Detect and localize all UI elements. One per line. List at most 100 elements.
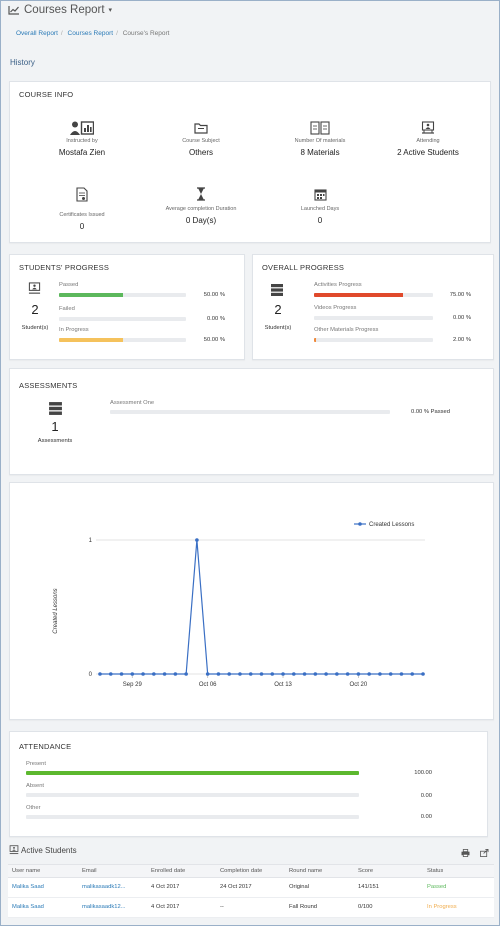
- data-point: [421, 672, 425, 676]
- score: 141/151: [358, 884, 379, 890]
- table-row: Malika Saad malikasaadk12... 4 Oct 2017 …: [8, 898, 494, 918]
- presentation-icon: [28, 282, 41, 294]
- table-header: User name Email Enrolled date Completion…: [8, 864, 494, 878]
- students-icon: [9, 845, 19, 855]
- x-tick-label: Oct 20: [350, 682, 368, 688]
- info-label: Attending: [416, 138, 440, 144]
- breadcrumb-current: Course's Report: [122, 30, 170, 37]
- attendance-value: 0.00: [420, 793, 432, 799]
- breadcrumb-courses-report[interactable]: Courses Report: [67, 30, 114, 37]
- data-point: [216, 672, 221, 676]
- x-tick-label: Oct 06: [199, 682, 217, 688]
- series-line: [100, 539, 423, 675]
- book-icon: [310, 121, 330, 135]
- presentation-icon: [421, 121, 435, 134]
- assessments-card: ASSESSMENTS 1 Assessments Assessment One…: [9, 368, 494, 475]
- data-point: [205, 672, 210, 676]
- column-header[interactable]: Score: [358, 868, 374, 874]
- column-header[interactable]: Status: [427, 868, 444, 874]
- data-point: [227, 672, 231, 676]
- score: 0/100: [358, 904, 373, 910]
- other-bar: [26, 815, 359, 819]
- assessment-progress-bar: [110, 410, 390, 414]
- breadcrumb-overall-report[interactable]: Overall Report: [16, 30, 58, 37]
- data-point: [378, 672, 382, 676]
- attendance-card: ATTENDANCE Present 100.00 Absent 0.00 Ot…: [9, 731, 488, 837]
- legend-marker: [358, 522, 362, 526]
- status-badge: Passed: [427, 884, 447, 890]
- progress-value: 0.00 %: [206, 316, 225, 322]
- info-value: 8 Materials: [300, 148, 340, 157]
- students-count-label: Student(s): [21, 325, 49, 331]
- print-icon[interactable]: [461, 849, 470, 857]
- completion-date: --: [220, 904, 224, 910]
- table-row: Malika Saad malikasaadk12... 4 Oct 2017 …: [8, 878, 494, 898]
- data-point: [259, 672, 264, 676]
- server-icon: [271, 284, 283, 296]
- created-lessons-chart: 0 1 Created Lessons Sep 29 Oct 06 Oct 13 Oct 2…: [53, 522, 425, 688]
- active-students-title: Active Students: [21, 846, 77, 855]
- data-point: [356, 672, 361, 676]
- column-header[interactable]: User name: [12, 868, 41, 874]
- export-icon[interactable]: [480, 849, 489, 857]
- progress-value: 75.00 %: [449, 292, 471, 298]
- data-point: [335, 672, 339, 676]
- progress-fill: [26, 771, 359, 775]
- attendance-value: 0.00: [420, 814, 432, 820]
- data-point: [399, 672, 404, 676]
- user-name-link[interactable]: Malika Saad: [12, 904, 44, 910]
- line-chart-icon: [8, 6, 19, 15]
- round-name: Original: [289, 884, 309, 890]
- user-name-link[interactable]: Malika Saad: [12, 884, 44, 890]
- legend-label: Created Lessons: [369, 522, 414, 528]
- history-link[interactable]: History: [10, 58, 35, 67]
- data-point: [270, 672, 275, 676]
- data-point: [313, 672, 318, 676]
- attendance-value: 100.00: [414, 770, 432, 776]
- data-point: [248, 672, 253, 676]
- column-header[interactable]: Round name: [289, 868, 323, 874]
- info-certificates: Certificates Issued 0: [22, 186, 142, 231]
- data-point: [238, 672, 242, 676]
- progress-value: 0.00 %: [452, 315, 471, 321]
- students-count: 2: [31, 302, 39, 317]
- chevron-down-icon[interactable]: ▾: [108, 7, 113, 14]
- server-icon: [49, 402, 62, 415]
- attendance-label: Other: [26, 805, 41, 811]
- column-header[interactable]: Completion date: [220, 868, 263, 874]
- progress-fill: [59, 338, 123, 342]
- assessments-title: ASSESSMENTS: [19, 381, 78, 390]
- email-link[interactable]: malikasaadk12...: [82, 884, 126, 890]
- progress-label: Other Materials Progress: [314, 327, 379, 333]
- data-point: [195, 538, 199, 542]
- page-title[interactable]: Courses Report: [24, 4, 105, 16]
- videos-progress-bar: [314, 316, 433, 320]
- assessment-value: 0.00 % Passed: [411, 409, 450, 415]
- info-attending: Attending 2 Active Students: [368, 120, 488, 157]
- assessment-label[interactable]: Assessment One: [110, 400, 155, 406]
- data-point: [410, 672, 415, 676]
- info-value: 2 Active Students: [397, 148, 459, 157]
- course-info-title: COURSE INFO: [19, 90, 74, 99]
- data-point: [345, 672, 350, 676]
- progress-label: In Progress: [59, 327, 89, 333]
- chart-card: 0 1 Created Lessons Sep 29 Oct 06 Oct 13 Oct 2…: [9, 482, 494, 720]
- data-point: [162, 672, 167, 676]
- attendance-title: ATTENDANCE: [19, 742, 72, 751]
- overall-progress-title: OVERALL PROGRESS: [262, 263, 345, 272]
- progress-value: 50.00 %: [203, 292, 225, 298]
- overall-progress-card: OVERALL PROGRESS 2 Student(s) Activities…: [252, 254, 494, 360]
- data-point: [281, 672, 285, 676]
- header: Courses Report ▾: [8, 4, 112, 16]
- status-badge: In Progress: [427, 904, 457, 910]
- column-header[interactable]: Email: [82, 868, 97, 874]
- column-header[interactable]: Enrolled date: [151, 868, 186, 874]
- info-label: Course Subject: [182, 138, 220, 144]
- data-point: [141, 672, 145, 676]
- hourglass-icon: [197, 187, 205, 201]
- students-progress-title: STUDENTS' PROGRESS: [19, 263, 110, 272]
- email-link[interactable]: malikasaadk12...: [82, 904, 126, 910]
- info-value: Mostafa Zien: [58, 148, 106, 157]
- calendar-icon: [313, 188, 327, 201]
- absent-bar: [26, 793, 359, 797]
